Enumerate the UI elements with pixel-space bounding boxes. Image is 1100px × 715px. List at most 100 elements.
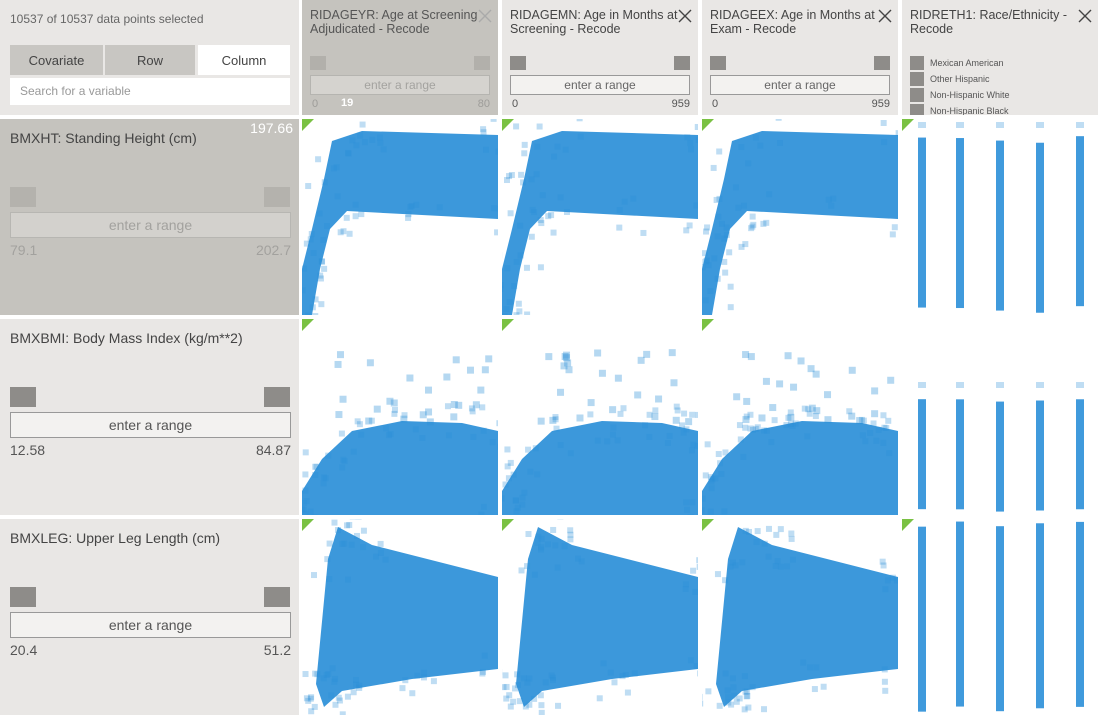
scatter-cell[interactable] <box>502 519 698 715</box>
scatter-cell[interactable] <box>302 119 498 315</box>
range-handle[interactable] <box>874 56 890 70</box>
range-input[interactable]: enter a range <box>510 75 690 95</box>
point <box>536 123 543 130</box>
range-handle[interactable] <box>10 587 36 607</box>
point <box>790 383 798 391</box>
point <box>330 165 337 172</box>
point <box>561 543 568 550</box>
point <box>824 391 832 399</box>
range-handle[interactable] <box>264 187 290 207</box>
range-input[interactable]: enter a range <box>710 75 890 95</box>
point <box>747 411 754 418</box>
scatter-cell[interactable] <box>502 319 698 515</box>
range-handle[interactable] <box>10 187 36 207</box>
range-handle[interactable] <box>310 56 326 70</box>
legend-swatch[interactable] <box>910 56 924 70</box>
range-handle[interactable] <box>674 56 690 70</box>
point <box>889 231 896 238</box>
range-handle[interactable] <box>710 56 726 70</box>
point <box>775 119 782 121</box>
point <box>308 708 315 715</box>
scatter-cell[interactable] <box>702 319 898 515</box>
point <box>1036 382 1044 388</box>
close-button[interactable] <box>1078 9 1092 23</box>
point <box>730 684 737 691</box>
point <box>538 709 545 715</box>
point <box>425 386 433 394</box>
scatter-cell[interactable] <box>902 519 1098 715</box>
legend-swatch[interactable] <box>910 104 924 115</box>
point <box>614 374 622 382</box>
point <box>703 257 710 264</box>
point <box>738 243 745 250</box>
range-handle[interactable] <box>510 56 526 70</box>
point <box>642 422 649 429</box>
range-input[interactable]: enter a range <box>10 212 291 238</box>
point <box>512 497 519 504</box>
range-min: 0 <box>312 98 319 110</box>
range-min: 20.4 <box>10 642 38 658</box>
point <box>860 417 867 424</box>
point <box>373 553 380 560</box>
point <box>741 202 748 209</box>
point <box>452 356 460 364</box>
point <box>554 564 561 571</box>
legend-swatch[interactable] <box>910 72 924 86</box>
legend-swatch[interactable] <box>910 88 924 102</box>
close-button[interactable] <box>878 9 892 23</box>
point <box>507 459 514 466</box>
point <box>702 495 706 502</box>
point <box>305 183 312 190</box>
point <box>891 224 898 231</box>
point <box>693 662 698 669</box>
point <box>506 298 513 305</box>
scatter-cell[interactable] <box>902 319 1098 515</box>
point <box>515 300 522 307</box>
point <box>741 673 748 680</box>
search-input[interactable]: Search for a variable <box>10 78 290 105</box>
point <box>736 695 743 702</box>
point <box>624 689 631 696</box>
scatter-cell[interactable] <box>302 519 498 715</box>
close-icon <box>678 9 692 23</box>
range-input[interactable]: enter a range <box>10 412 291 438</box>
range-handle[interactable] <box>264 587 290 607</box>
point <box>956 122 964 128</box>
point <box>455 401 463 409</box>
tab[interactable]: Column <box>198 45 290 75</box>
range-max: 84.87 <box>255 442 291 458</box>
tab[interactable]: Row <box>105 45 195 75</box>
point <box>893 577 898 584</box>
point <box>312 670 319 677</box>
point <box>359 121 366 128</box>
range-handle[interactable] <box>264 387 290 407</box>
range-handle[interactable] <box>474 56 490 70</box>
scatter-cell[interactable] <box>302 319 498 515</box>
point <box>325 671 332 678</box>
point <box>412 426 419 433</box>
point-stripe <box>956 138 964 309</box>
point <box>537 264 544 271</box>
close-button[interactable] <box>478 9 492 23</box>
scatter-cell[interactable] <box>902 119 1098 315</box>
point <box>534 540 541 547</box>
point <box>496 420 498 427</box>
point <box>334 527 341 534</box>
point <box>302 313 303 315</box>
point <box>426 418 434 426</box>
point <box>303 240 310 247</box>
point <box>302 671 309 678</box>
tab[interactable]: Covariate <box>10 45 103 75</box>
range-input[interactable]: enter a range <box>10 612 291 638</box>
scatter-cell[interactable] <box>702 519 898 715</box>
close-button[interactable] <box>678 9 692 23</box>
point <box>421 669 428 676</box>
range-handle[interactable] <box>10 387 36 407</box>
point <box>616 224 623 231</box>
scatter-cell[interactable] <box>502 119 698 315</box>
point <box>419 411 427 419</box>
scatter-cell[interactable] <box>702 119 898 315</box>
range-input[interactable]: enter a range <box>310 75 490 95</box>
point <box>889 574 896 581</box>
point <box>707 288 714 295</box>
